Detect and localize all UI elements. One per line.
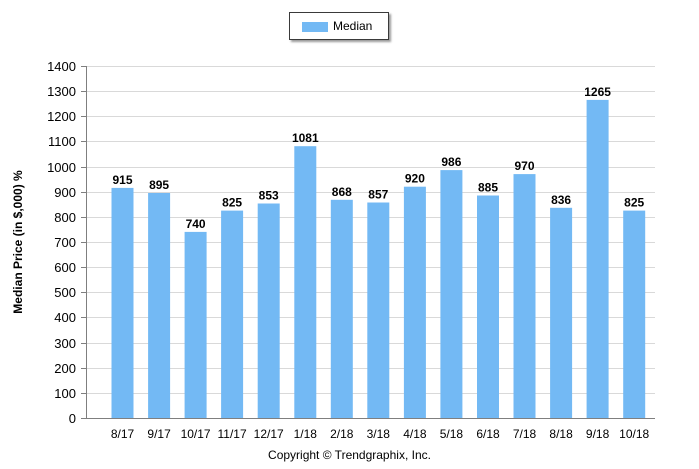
data-label: 895 (149, 178, 169, 192)
x-tick-label: 7/18 (513, 427, 537, 441)
data-label: 920 (405, 172, 425, 186)
y-tick-label: 700 (54, 235, 76, 250)
y-tick-label: 200 (54, 361, 76, 376)
legend-label-median: Median (333, 19, 373, 33)
data-label: 915 (112, 173, 132, 187)
y-tick-label: 500 (54, 285, 76, 300)
x-tick-label: 5/18 (440, 427, 464, 441)
data-label: 986 (441, 155, 461, 169)
bar (294, 146, 317, 418)
axes: 0 100 200 300 400 500 600 700 800 900 1000 1100 1200… (47, 59, 655, 441)
data-label: 740 (186, 217, 206, 231)
y-axis-title: Median Price (in $,000) % (11, 170, 25, 314)
x-tick-label: 9/17 (147, 427, 171, 441)
bar (623, 210, 646, 418)
data-label: 970 (514, 159, 534, 173)
bar (184, 231, 207, 418)
data-label: 853 (259, 189, 279, 203)
data-label: 868 (332, 185, 352, 199)
x-tick-label: 2/18 (330, 427, 354, 441)
data-label: 885 (478, 181, 498, 195)
y-tick-label: 400 (54, 310, 76, 325)
data-label: 1265 (584, 85, 611, 99)
bar (257, 203, 280, 418)
data-label: 857 (368, 188, 388, 202)
copyright-footer: Copyright © Trendgraphix, Inc. (268, 448, 431, 462)
x-tick-label: 10/17 (181, 427, 211, 441)
data-label: 836 (551, 193, 571, 207)
bar (367, 202, 390, 418)
legend: Median (289, 12, 389, 40)
y-tick-label: 1100 (48, 134, 76, 149)
bar (403, 186, 426, 418)
data-label: 1081 (292, 131, 319, 145)
x-tick-label: 12/17 (254, 427, 284, 441)
bar (148, 193, 171, 418)
bar (440, 170, 463, 418)
data-label: 825 (222, 196, 242, 210)
y-tick-label: 800 (54, 210, 76, 225)
x-tick-label: 9/18 (586, 427, 610, 441)
bars (111, 99, 646, 419)
y-tick-label: 0 (69, 411, 76, 426)
y-tick-label: 1300 (47, 84, 76, 99)
y-tick-label: 1000 (47, 160, 76, 175)
x-tick-label: 8/18 (549, 427, 573, 441)
bar (586, 99, 609, 419)
y-tick-label: 600 (54, 260, 76, 275)
y-tick-label: 300 (54, 336, 76, 351)
x-tick-label: 1/18 (294, 427, 318, 441)
bar (111, 187, 134, 418)
x-tick-label: 8/17 (111, 427, 135, 441)
y-tick-label: 1200 (47, 109, 76, 124)
bar (513, 174, 536, 418)
x-tick-label: 10/18 (619, 427, 649, 441)
data-labels: 915 895 740 825 853 1081 868 857 920 986 885 970 836… (112, 85, 644, 231)
bar (330, 199, 353, 418)
x-tick-label: 6/18 (476, 427, 500, 441)
x-tick-label: 11/17 (218, 427, 247, 441)
bar (477, 195, 499, 418)
x-tick-label: 4/18 (403, 427, 427, 441)
y-tick-label: 1400 (47, 59, 76, 74)
bar (550, 207, 573, 418)
y-tick-label: 100 (54, 386, 76, 401)
y-tick-label: 900 (54, 185, 76, 200)
legend-swatch-median (302, 22, 328, 32)
data-label: 825 (624, 196, 644, 210)
x-tick-label: 3/18 (367, 427, 391, 441)
bar (221, 210, 244, 418)
